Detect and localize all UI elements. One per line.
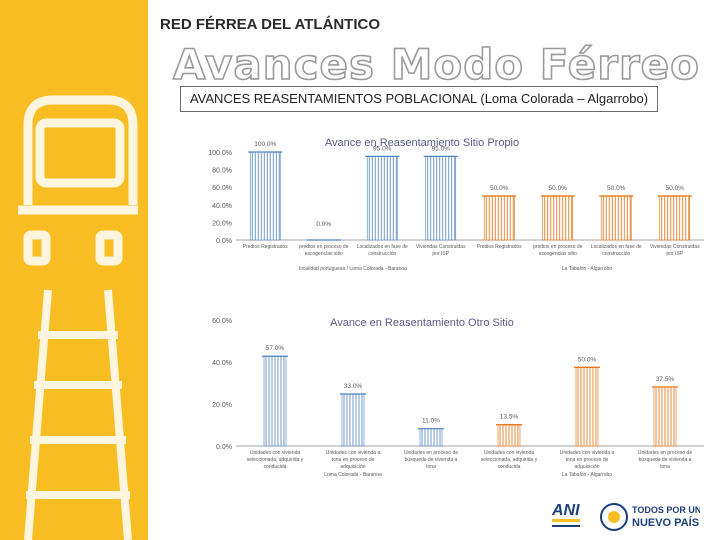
chart-title: Avance en Reasentamiento Sitio Propio: [325, 137, 519, 149]
y-tick-label: 60.0%: [212, 318, 232, 325]
side-decorative-band: [0, 0, 148, 540]
data-label: 50.0%: [666, 185, 685, 192]
bar: [496, 424, 522, 447]
gov-logo-line1: TODOS POR UN: [632, 505, 700, 515]
y-tick-label: 0.0%: [216, 238, 232, 245]
data-label: 50.0%: [490, 185, 509, 192]
bar: [482, 195, 517, 241]
x-tick-label: Unidades con vivienda a tona en proceso d…: [326, 450, 381, 470]
train-front-icon: [18, 95, 138, 540]
bar: [262, 355, 288, 447]
data-label: 0.0%: [316, 221, 331, 228]
chart-title: Avance en Reasentamiento Otro Sitio: [330, 317, 514, 329]
x-tick-label: Unidades con vivienda seleccionada, adqui…: [481, 450, 538, 470]
bar-outline: [249, 151, 281, 241]
data-label: 33.0%: [344, 383, 363, 390]
data-label: 13.5%: [500, 414, 519, 421]
bar: [340, 393, 366, 447]
colombia-emblem-icon: TODOS POR UN NUEVO PAÍS: [600, 503, 700, 531]
data-label: 50.0%: [607, 185, 626, 192]
x-tick-label: Predios Registrados: [477, 244, 523, 250]
x-tick-label: Localizados en fase de construcción: [357, 244, 408, 257]
bar: [423, 155, 458, 241]
data-label: 11.0%: [422, 418, 440, 425]
x-tick-label: Unidades en proceso de búsqueda de vivien…: [638, 450, 692, 470]
group-label: localidad portuguesa / Loma Colorada - B…: [299, 266, 407, 272]
chart-otro-sitio: Avance en Reasentamiento Otro Sitio 0.0% 2…: [212, 317, 704, 478]
x-tick-label: Unidades en proceso de búsqueda de vivien…: [404, 450, 458, 470]
data-label: 50.0%: [549, 185, 568, 192]
data-label: 95.0%: [373, 145, 392, 152]
data-label: 100.0%: [254, 141, 276, 148]
y-tick-label: 0.0%: [216, 444, 232, 451]
section-subtitle: AVANCES REASENTAMIENTOS POBLACIONAL (Lom…: [180, 86, 658, 112]
data-label: 50.0%: [578, 356, 597, 363]
bar: [657, 195, 692, 241]
bar: [540, 195, 575, 241]
x-tick-label: Viviendas Construidas por ISP: [650, 244, 700, 257]
ani-logo-icon: ANI: [551, 502, 580, 527]
x-tick-label: Localizados en fase de construcción: [591, 244, 642, 257]
data-label: 57.0%: [266, 345, 285, 352]
y-tick-label: 40.0%: [212, 360, 232, 367]
y-tick-label: 60.0%: [212, 185, 232, 192]
data-label: 37.5%: [656, 376, 675, 383]
y-tick-label: 100.0%: [208, 150, 232, 157]
x-tick-label: Unidades con vivienda seleccionada, adqui…: [247, 450, 304, 470]
bar-outline: [366, 156, 398, 241]
y-tick-label: 40.0%: [212, 203, 232, 210]
x-tick-label: Viviendas Construidas por ISP: [416, 244, 466, 257]
bar-outline: [483, 195, 515, 241]
chart-sitio-propio: Avance en Reasentamiento Sitio Propio 0.0…: [208, 137, 704, 272]
chart-otro-sitio-panel: Avance en Reasentamiento Otro Sitio 0.0% 2…: [188, 308, 708, 492]
bar-outline: [542, 195, 574, 241]
ani-logo-text: ANI: [551, 502, 580, 519]
bar-outline: [659, 195, 691, 241]
bar: [418, 428, 444, 447]
bar: [599, 195, 634, 241]
bar-outline: [600, 195, 632, 241]
data-label: 95.0%: [432, 145, 451, 152]
bar: [574, 366, 600, 447]
gov-logo-line2: NUEVO PAÍS: [632, 516, 699, 529]
group-label: La Tabalón - Algarrobo: [562, 472, 612, 478]
page-title: Avances Modo Férreo: [172, 39, 700, 90]
y-tick-label: 20.0%: [212, 402, 232, 409]
bar-outline: [425, 156, 457, 241]
group-label: Loma Colorada - Baranoa: [324, 472, 382, 478]
x-tick-label: Unidades con vivienda a tona en proceso d…: [560, 450, 615, 470]
chart-sitio-propio-panel: Avance en Reasentamiento Sitio Propio 0.0…: [188, 124, 708, 292]
bar: [365, 155, 400, 241]
bar: [652, 386, 678, 447]
x-tick-label: Predios Registrados: [243, 244, 289, 250]
group-label: La Tabalón - Algarrobo: [562, 266, 612, 272]
x-tick-label: predios en proceso de escogencias sitio: [299, 244, 349, 257]
y-tick-label: 80.0%: [212, 168, 232, 175]
x-tick-label: predios en proceso de escogencias sitio: [533, 244, 583, 257]
railroad-track-icon: [24, 289, 132, 540]
bar: [248, 151, 283, 241]
y-tick-label: 20.0%: [212, 220, 232, 227]
organization-title: RED FÉRREA DEL ATLÁNTICO: [160, 16, 380, 33]
